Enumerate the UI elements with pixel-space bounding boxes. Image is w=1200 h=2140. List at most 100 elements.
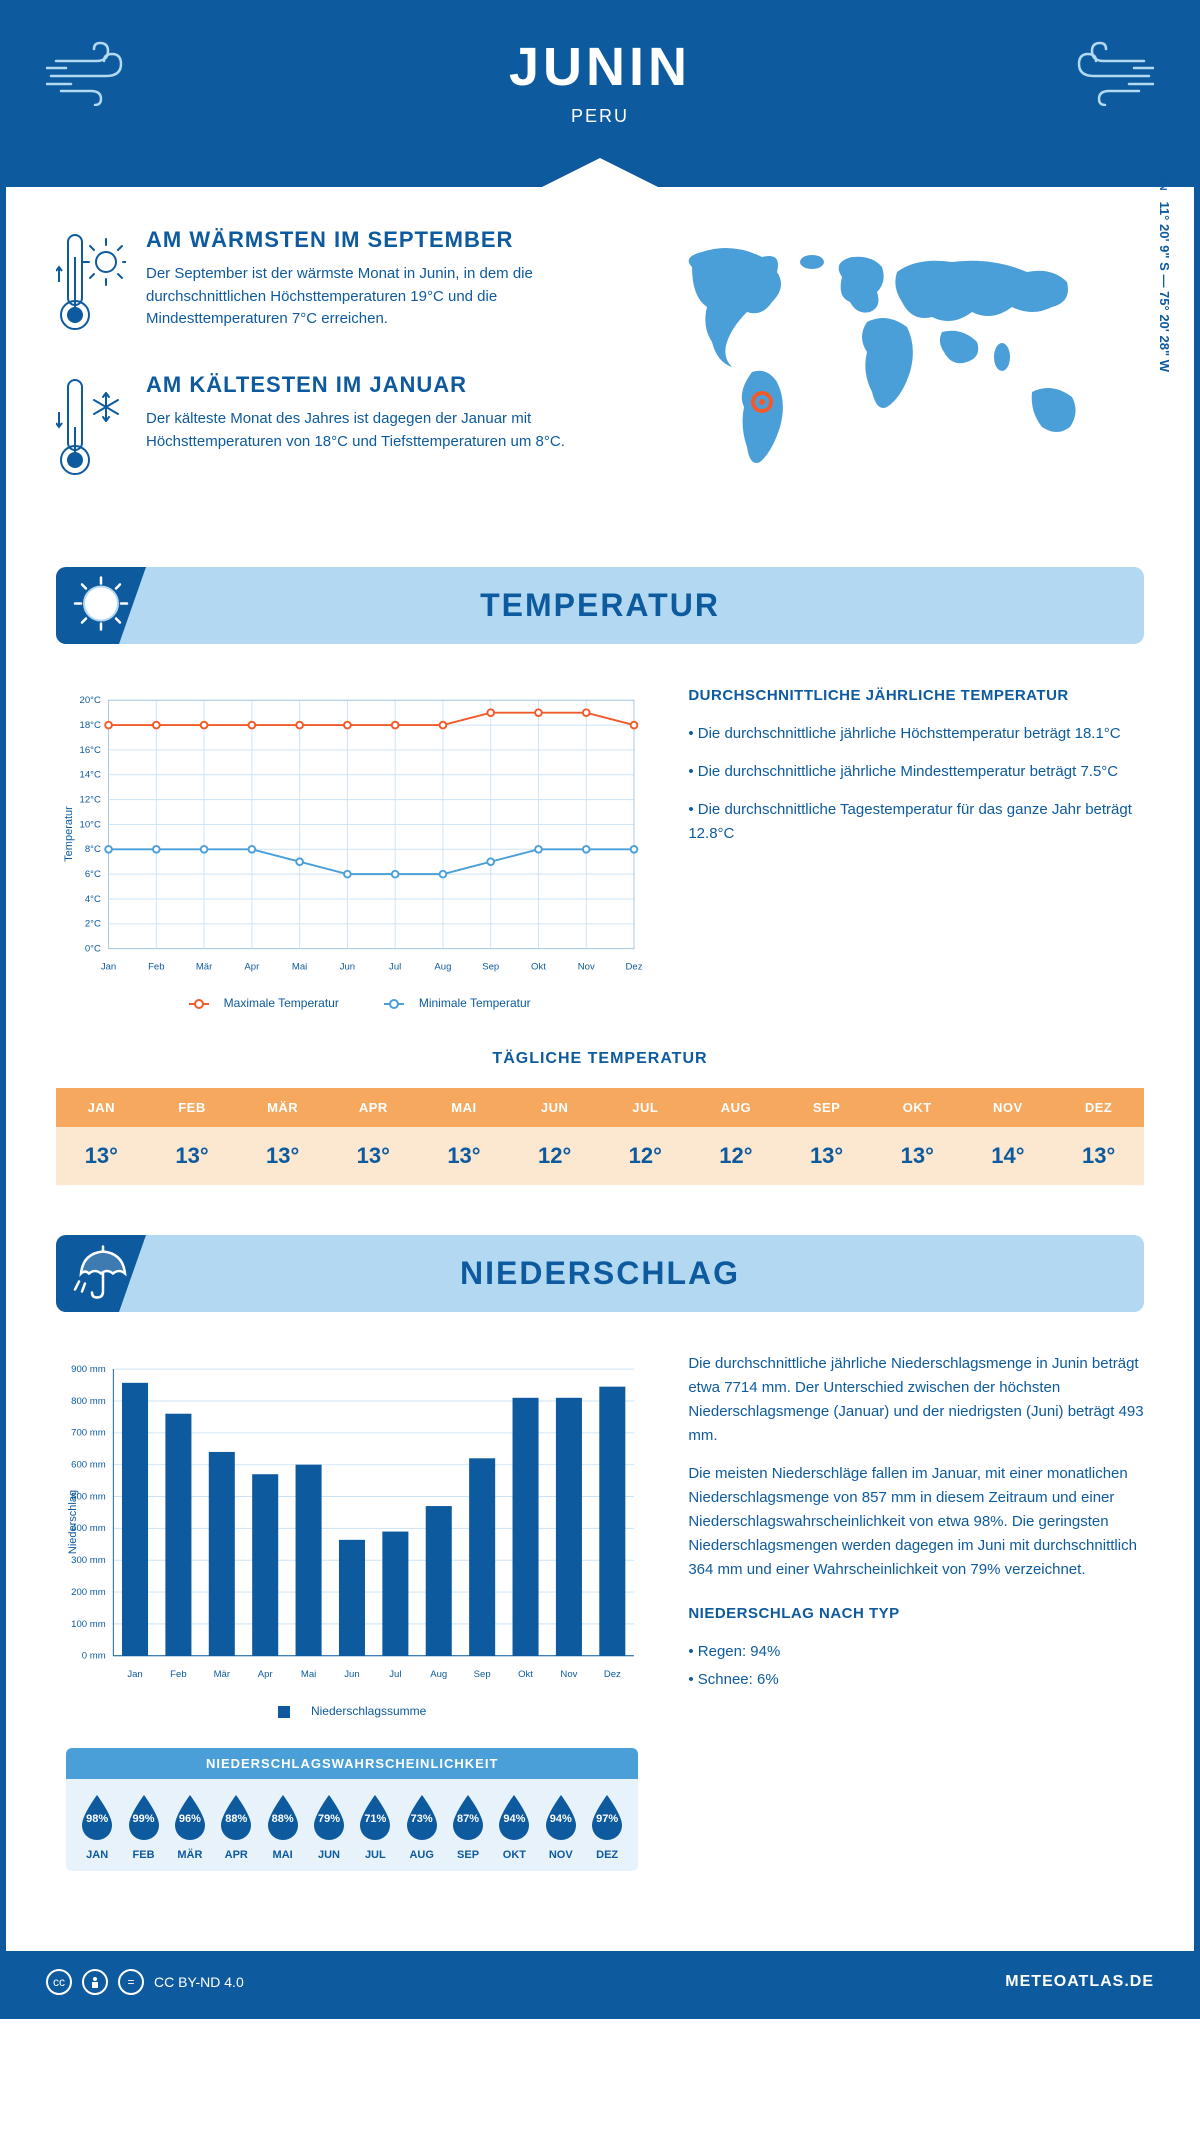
prob-cell: 79% JUN [306,1793,352,1861]
svg-text:4°C: 4°C [85,894,101,905]
month-header: DEZ [1053,1088,1144,1127]
temp-section-header: TEMPERATUR [56,567,1144,644]
svg-text:Sep: Sep [474,1669,491,1680]
drop-icon: 99% [125,1793,163,1841]
svg-text:Jun: Jun [344,1669,359,1680]
drop-icon: 98% [78,1793,116,1841]
month-header: AUG [691,1088,782,1127]
daily-temp-value: 14° [963,1127,1054,1185]
temp-line-chart: Temperatur 0°C2°C4°C6°C8°C10°C12°C14°C16… [56,684,648,984]
svg-text:6°C: 6°C [85,869,101,880]
svg-text:Feb: Feb [170,1669,186,1680]
coordinates: JUNIN 11° 20' 9" S — 75° 20' 28" W [1157,161,1172,372]
svg-text:20°C: 20°C [80,695,101,706]
svg-text:600 mm: 600 mm [71,1460,106,1471]
daily-temp-value: 13° [781,1127,872,1185]
month-header: JAN [56,1088,147,1127]
site-name: METEOATLAS.DE [1005,1973,1154,1991]
precip-summary-item: Die meisten Niederschläge fallen im Janu… [688,1462,1144,1582]
svg-text:14°C: 14°C [80,770,101,781]
warmest-title: AM WÄRMSTEN IM SEPTEMBER [146,227,580,253]
prob-cell: 88% APR [213,1793,259,1861]
svg-text:8°C: 8°C [85,844,101,855]
warmest-block: AM WÄRMSTEN IM SEPTEMBER Der September i… [56,227,580,342]
legend-item: .legend-box[style*='#f15a29']::after{bor… [174,996,339,1010]
daily-temp-value: 13° [147,1127,238,1185]
prob-cell: 71% JUL [352,1793,398,1861]
daily-temp-value: 13° [419,1127,510,1185]
svg-text:Mai: Mai [301,1669,316,1680]
svg-text:Okt: Okt [531,962,546,973]
drop-icon: 88% [264,1793,302,1841]
drop-icon: 88% [217,1793,255,1841]
precip-bar-chart: Niederschlag 0 mm100 mm200 mm300 mm400 m… [56,1352,648,1692]
daily-temp-value: 12° [600,1127,691,1185]
prob-cell: 73% AUG [399,1793,445,1861]
month-header: JUN [509,1088,600,1127]
month-header: SEP [781,1088,872,1127]
coldest-title: AM KÄLTESTEN IM JANUAR [146,372,580,398]
prob-cell: 96% MÄR [167,1793,213,1861]
month-header: MAI [419,1088,510,1127]
daily-temp-value: 13° [1053,1127,1144,1185]
prob-cell: 94% NOV [538,1793,584,1861]
thermometer-snow-icon [56,372,126,487]
svg-text:Apr: Apr [258,1669,274,1680]
svg-text:Jul: Jul [389,1669,401,1680]
svg-text:Mai: Mai [292,962,307,973]
svg-text:16°C: 16°C [80,745,101,756]
temp-summary-item: • Die durchschnittliche Tagestemperatur … [688,798,1144,846]
svg-text:900 mm: 900 mm [71,1364,106,1375]
temp-summary-item: • Die durchschnittliche jährliche Höchst… [688,722,1144,746]
prob-cell: 98% JAN [74,1793,120,1861]
drop-icon: 71% [356,1793,394,1841]
temp-summary-item: • Die durchschnittliche jährliche Mindes… [688,760,1144,784]
svg-text:Nov: Nov [560,1669,577,1680]
prob-cell: 94% OKT [491,1793,537,1861]
coldest-block: AM KÄLTESTEN IM JANUAR Der kälteste Mona… [56,372,580,487]
drop-icon: 94% [542,1793,580,1841]
prob-cell: 87% SEP [445,1793,491,1861]
temp-title: TEMPERATUR [86,587,1114,624]
daily-temp-value: 13° [328,1127,419,1185]
drop-icon: 79% [310,1793,348,1841]
svg-text:2°C: 2°C [85,919,101,930]
svg-text:Okt: Okt [518,1669,533,1680]
wind-icon [46,36,136,111]
svg-text:Aug: Aug [430,1669,447,1680]
header: JUNIN PERU [6,6,1194,187]
svg-text:Mär: Mär [196,962,213,973]
daily-temp-value: 12° [691,1127,782,1185]
by-icon [82,1969,108,1995]
svg-text:700 mm: 700 mm [71,1428,106,1439]
license-text: CC BY-ND 4.0 [154,1974,244,1990]
world-map [620,227,1144,487]
svg-text:Nov: Nov [578,962,595,973]
prob-section: NIEDERSCHLAGSWAHRSCHEINLICHKEIT 98% JAN … [56,1748,648,1871]
month-header: MÄR [237,1088,328,1127]
svg-text:Mär: Mär [214,1669,231,1680]
daily-temp-value: 13° [872,1127,963,1185]
drop-icon: 97% [588,1793,626,1841]
prob-cell: 97% DEZ [584,1793,630,1861]
svg-text:100 mm: 100 mm [71,1619,106,1630]
sun-icon [71,573,131,638]
thermometer-sun-icon [56,227,126,342]
month-header: OKT [872,1088,963,1127]
daily-temp-value: 13° [237,1127,328,1185]
precip-title: NIEDERSCHLAG [86,1255,1114,1292]
coldest-text: Der kälteste Monat des Jahres ist dagege… [146,408,580,453]
precip-summary-item: Die durchschnittliche jährliche Niedersc… [688,1352,1144,1448]
svg-text:Dez: Dez [604,1669,621,1680]
temp-legend: .legend-box[style*='#f15a29']::after{bor… [56,996,648,1010]
svg-text:Aug: Aug [434,962,451,973]
umbrella-icon [71,1241,131,1306]
svg-text:0°C: 0°C [85,944,101,955]
prob-cell: 99% FEB [120,1793,166,1861]
cc-icon: cc [46,1969,72,1995]
warmest-text: Der September ist der wärmste Monat in J… [146,263,580,331]
svg-text:300 mm: 300 mm [71,1555,106,1566]
svg-text:Dez: Dez [626,962,643,973]
svg-text:Jan: Jan [101,962,116,973]
svg-text:Apr: Apr [244,962,260,973]
